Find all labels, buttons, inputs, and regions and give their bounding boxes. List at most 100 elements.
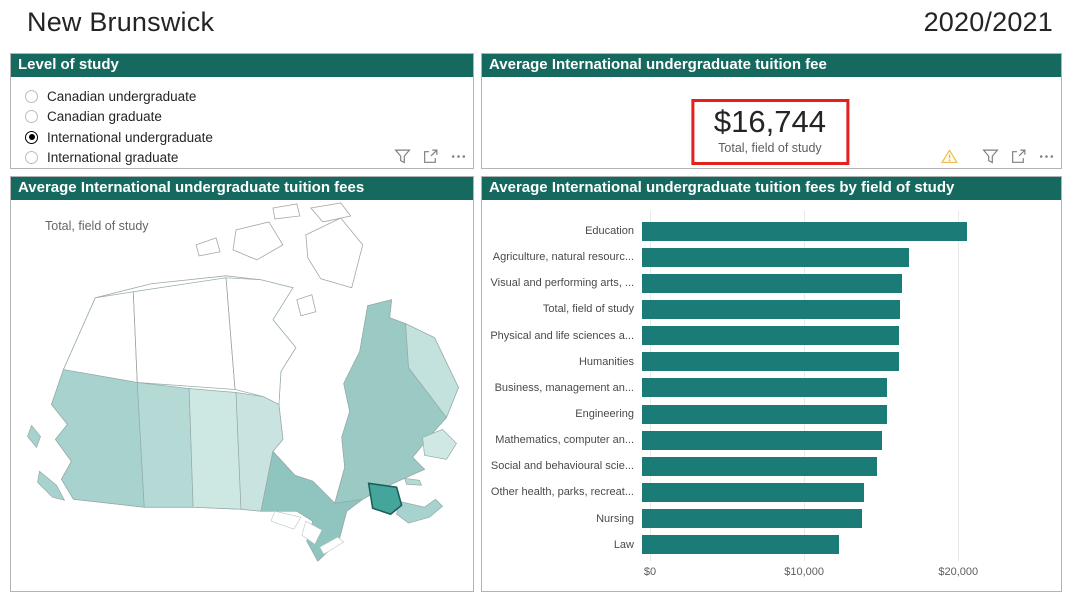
province-yukon[interactable] <box>62 291 138 383</box>
panel-map: Average International undergraduate tuit… <box>10 176 474 592</box>
province-manitoba[interactable] <box>235 392 284 512</box>
vancouver-island[interactable] <box>37 470 66 501</box>
bar-social-and-behavioural-scie[interactable] <box>642 456 878 476</box>
province-prince-edward-island[interactable] <box>404 477 423 486</box>
panel-tuition-card-title: Average International undergraduate tuit… <box>482 54 1061 77</box>
filter-icon[interactable] <box>394 148 411 165</box>
bar-engineering[interactable] <box>642 404 888 424</box>
bar-category-label: Agriculture, natural resourc... <box>492 251 634 264</box>
bar-track <box>642 299 1035 319</box>
region-labrador[interactable] <box>405 323 459 419</box>
bar-row: Social and behavioural scie... <box>482 453 1061 479</box>
bar-track <box>642 535 1035 555</box>
level-of-study-radio-group: Canadian undergraduate Canadian graduate I… <box>11 77 473 168</box>
radio-option-international-graduate[interactable]: International graduate <box>25 148 473 169</box>
lake-superior <box>270 510 302 530</box>
province-quebec[interactable] <box>334 299 447 504</box>
bar-row: Education <box>482 218 1061 244</box>
bar-mathematics-computer-an[interactable] <box>642 430 882 450</box>
radio-label: Canadian undergraduate <box>47 88 197 104</box>
bar-category-label: Humanities <box>578 355 634 368</box>
province-alberta[interactable] <box>136 382 194 508</box>
bar-nursing[interactable] <box>642 509 862 529</box>
bar-other-health-parks-recreat[interactable] <box>642 482 864 502</box>
bar-business-management-an[interactable] <box>642 378 888 398</box>
bar-category-label: Social and behavioural scie... <box>490 460 634 473</box>
filter-icon[interactable] <box>982 148 999 165</box>
x-tick-label: $20,000 <box>938 566 979 578</box>
bar-law[interactable] <box>642 535 840 555</box>
page-header: New Brunswick 2020/2021 <box>0 0 1080 46</box>
bar-row: Total, field of study <box>482 296 1061 322</box>
tuition-value: $16,744 <box>713 104 826 139</box>
radio-option-canadian-undergraduate[interactable]: Canadian undergraduate <box>25 86 473 107</box>
bar-category-label: Law <box>613 538 634 551</box>
panel-map-title: Average International undergraduate tuit… <box>11 177 473 200</box>
bar-track <box>642 430 1035 450</box>
radio-option-canadian-graduate[interactable]: Canadian graduate <box>25 107 473 128</box>
bar-row: Visual and performing arts, ... <box>482 270 1061 296</box>
bar-visual-and-performing-arts[interactable] <box>642 273 903 293</box>
panel-level-of-study-title: Level of study <box>11 54 473 77</box>
bar-category-label: Visual and performing arts, ... <box>490 277 634 290</box>
province-saskatchewan[interactable] <box>188 388 242 510</box>
page-period: 2020/2021 <box>923 7 1053 37</box>
bar-row: Engineering <box>482 401 1061 427</box>
radio-button-selected[interactable] <box>25 130 38 144</box>
page-title: New Brunswick <box>27 7 215 37</box>
bar-track <box>642 273 1035 293</box>
radio-button[interactable] <box>25 110 38 124</box>
canada-map[interactable] <box>11 200 473 591</box>
panel-tuition-card: Average International undergraduate tuit… <box>481 53 1062 169</box>
haida-gwaii[interactable] <box>27 424 41 449</box>
panel-field-of-study-chart: Average International undergraduate tuit… <box>481 176 1062 592</box>
province-northwest-territories[interactable] <box>132 277 236 390</box>
radio-option-international-undergraduate[interactable]: International undergraduate <box>25 127 473 148</box>
bar-row: Mathematics, computer an... <box>482 427 1061 453</box>
focus-mode-icon[interactable] <box>422 148 439 165</box>
arctic-island <box>195 237 221 257</box>
bar-category-label: Mathematics, computer an... <box>495 434 634 447</box>
radio-button[interactable] <box>25 151 38 165</box>
radio-button[interactable] <box>25 89 38 103</box>
radio-label: Canadian graduate <box>47 109 162 125</box>
island-newfoundland[interactable] <box>422 429 457 460</box>
bar-row: Humanities <box>482 349 1061 375</box>
bar-row: Law <box>482 532 1061 558</box>
lake-erie-ontario <box>319 536 345 555</box>
bar-track <box>642 404 1035 424</box>
bar-education[interactable] <box>642 221 968 241</box>
more-options-icon[interactable] <box>450 148 467 165</box>
bar-row: Physical and life sciences a... <box>482 323 1061 349</box>
bar-agriculture-natural-resourc[interactable] <box>642 247 909 267</box>
highlight-box: $16,744 Total, field of study <box>690 99 849 165</box>
panel-level-toolbar <box>394 148 467 165</box>
more-options-icon[interactable] <box>1038 148 1055 165</box>
chart-plot-area: Education Agriculture, natural resourc...… <box>482 218 1061 558</box>
bar-category-label: Other health, parks, recreat... <box>490 486 634 499</box>
bar-track <box>642 352 1035 372</box>
bar-row: Agriculture, natural resourc... <box>482 244 1061 270</box>
bar-row: Nursing <box>482 506 1061 532</box>
lake-huron <box>301 520 323 545</box>
bar-track <box>642 482 1035 502</box>
bar-category-label: Physical and life sciences a... <box>490 329 634 342</box>
bar-row: Business, management an... <box>482 375 1061 401</box>
bar-track <box>642 326 1035 346</box>
chart-x-axis: $0 $10,000 $20,000 <box>644 566 1043 580</box>
focus-mode-icon[interactable] <box>1010 148 1027 165</box>
province-nova-scotia[interactable] <box>396 498 444 524</box>
panel-level-of-study: Level of study Canadian undergraduate Can… <box>10 53 474 169</box>
arctic-island <box>296 294 317 317</box>
warning-icon[interactable] <box>941 148 958 165</box>
arctic-island <box>305 217 364 289</box>
bar-humanities[interactable] <box>642 352 899 372</box>
province-nunavut[interactable] <box>225 277 297 406</box>
bar-category-label: Engineering <box>575 408 634 421</box>
bar-physical-and-life-sciences-a[interactable] <box>642 326 900 346</box>
province-new-brunswick[interactable] <box>367 482 403 516</box>
radio-label: International undergraduate <box>47 129 213 145</box>
bar-total-field-of-study[interactable] <box>642 299 901 319</box>
territory-border-lines <box>132 277 236 390</box>
bar-track <box>642 221 1035 241</box>
